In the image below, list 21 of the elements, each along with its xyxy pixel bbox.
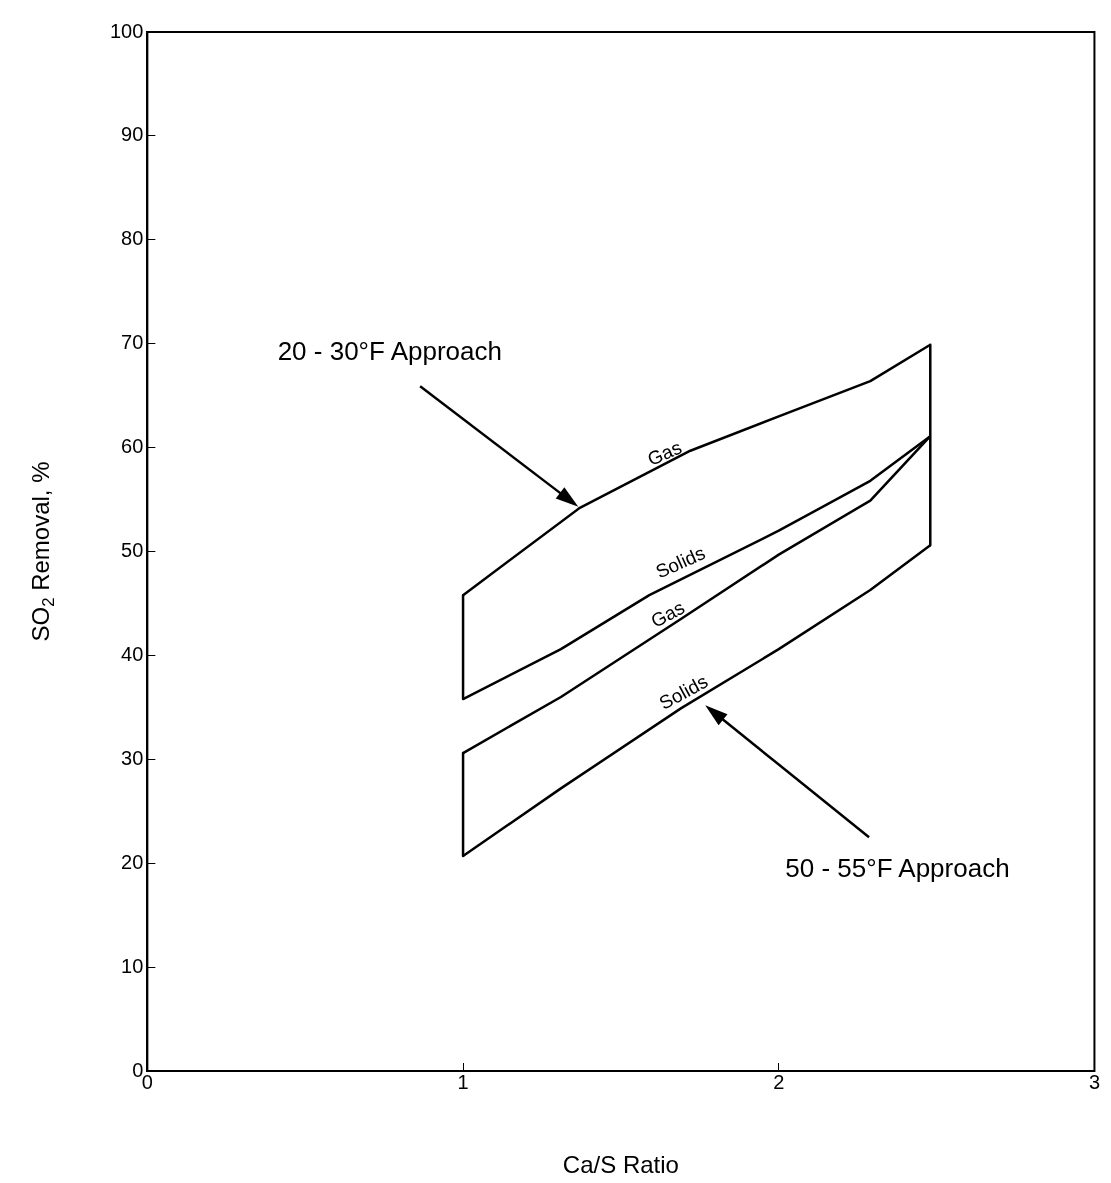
y-tick-label: 60 [121,435,144,458]
x-tick-label: 1 [457,1070,469,1093]
annotation: Gas [647,596,688,632]
annotation: Solids [655,670,712,714]
y-tick-label: 20 [121,850,144,873]
y-axis-title: SO2 Removal, % [26,461,59,642]
x-axis-title: Ca/S Ratio [562,1150,679,1178]
y-tick-label: 30 [121,746,144,769]
annotation: Solids [652,542,709,583]
y-tick-label: 100 [109,19,144,42]
annotation: Gas [644,436,685,470]
x-tick-label: 3 [1088,1070,1100,1093]
y-tick-label: 40 [121,642,144,665]
y-tick-label: 50 [121,539,144,562]
y-tick-label: 90 [121,123,144,146]
annotation: 20 - 30°F Approach [277,336,502,367]
annotation: 50 - 55°F Approach [785,852,1010,883]
y-tick-label: 10 [121,954,144,977]
y-tick-label: 70 [121,331,144,354]
y-tick-label: 80 [121,227,144,250]
x-tick-label: 2 [773,1070,785,1093]
